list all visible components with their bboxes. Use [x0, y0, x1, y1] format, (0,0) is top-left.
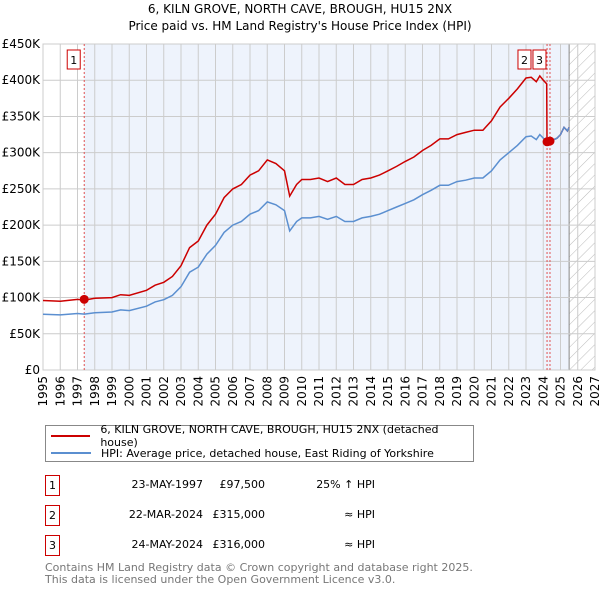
footer-licence: This data is licensed under the Open Gov…: [45, 573, 396, 586]
legend-label: 6, KILN GROVE, NORTH CAVE, BROUGH, HU15 …: [100, 423, 439, 449]
y-tick-label: £100K: [2, 291, 42, 305]
x-tick-label: 2024: [536, 376, 550, 407]
forecast-hatch: [569, 44, 595, 370]
x-tick-label: 1997: [71, 376, 85, 407]
y-tick-label: £150K: [2, 254, 42, 268]
x-tick-label: 2013: [347, 376, 361, 407]
legend-item-hpi: HPI: Average price, detached house, East…: [46, 445, 434, 461]
x-tick-label: 2017: [416, 376, 430, 407]
marker-box-3: [532, 49, 547, 70]
x-tick-label: 2006: [226, 376, 240, 407]
transaction-hpi: ≈ HPI: [344, 538, 375, 551]
y-tick-label: £0: [25, 363, 40, 377]
y-tick-label: £250K: [2, 182, 42, 196]
sale-point-1: [79, 294, 89, 304]
transaction-row: 3 24-MAY-2024 £316,000 ≈ HPI: [45, 535, 375, 556]
y-tick-label: £200K: [2, 218, 42, 232]
x-tick-label: 2014: [364, 376, 378, 407]
x-tick-label: 1996: [53, 376, 67, 407]
legend-swatch-red: [51, 435, 91, 437]
price-paid-line: [42, 74, 570, 302]
transaction-number: 3: [45, 535, 60, 556]
chart-subtitle: Price paid vs. HM Land Registry's House …: [128, 19, 471, 33]
y-tick-label: £350K: [2, 109, 42, 123]
sale-point-3: [545, 136, 555, 146]
x-tick-label: 2004: [191, 376, 205, 407]
transaction-price: £316,000: [212, 538, 266, 551]
transaction-row: 1 23-MAY-1997 £97,500 25% ↑ HPI: [45, 475, 375, 496]
x-tick-label: 2000: [122, 376, 136, 407]
x-tick-label: 2018: [433, 376, 447, 407]
x-tick-label: 2005: [209, 376, 223, 407]
x-tick-label: 2027: [588, 376, 600, 407]
transaction-number: 2: [45, 505, 60, 526]
transaction-date: 23-MAY-1997: [131, 478, 203, 491]
x-tick-label: 2012: [329, 376, 343, 407]
marker-label-2: 2: [521, 54, 528, 67]
x-tick-label: 2001: [140, 376, 154, 407]
transaction-row: 2 22-MAR-2024 £315,000 ≈ HPI: [45, 505, 375, 526]
y-tick-label: £300K: [2, 146, 42, 160]
footer: Contains HM Land Registry data © Crown c…: [45, 562, 473, 586]
transaction-price: £315,000: [212, 508, 266, 521]
transaction-hpi: 25% ↑ HPI: [316, 478, 375, 491]
x-tick-label: 2009: [278, 376, 292, 407]
x-tick-label: 2015: [381, 376, 395, 407]
x-tick-label: 2010: [295, 376, 309, 407]
plot-border: [42, 43, 596, 371]
y-tick-label: £450K: [2, 37, 42, 51]
x-tick-label: 2026: [571, 376, 585, 407]
hpi-line: [42, 125, 570, 316]
y-tick-label: £400K: [2, 73, 42, 87]
transaction-date: 22-MAR-2024: [128, 508, 203, 521]
y-tick-label: £50K: [9, 327, 41, 341]
marker-label-3: 3: [536, 54, 543, 67]
price-chart: 6, KILN GROVE, NORTH CAVE, BROUGH, HU15 …: [2, 2, 600, 407]
x-tick-label: 2022: [502, 376, 516, 407]
x-tick-label: 2019: [450, 376, 464, 407]
x-tick-label: 2007: [243, 376, 257, 407]
chart-title: 6, KILN GROVE, NORTH CAVE, BROUGH, HU15 …: [148, 2, 452, 16]
transaction-price: £97,500: [219, 478, 266, 491]
x-tick-label: 2002: [157, 376, 171, 407]
x-tick-label: 1995: [36, 376, 50, 407]
x-tick-label: 2011: [312, 376, 326, 407]
x-tick-label: 2016: [398, 376, 412, 407]
transaction-hpi: ≈ HPI: [344, 508, 375, 521]
x-tick-label: 2008: [260, 376, 274, 407]
marker-label-1: 1: [70, 54, 77, 67]
legend-item-property: 6, KILN GROVE, NORTH CAVE, BROUGH, HU15 …: [46, 423, 473, 449]
marker-box-1: [66, 49, 81, 70]
marker-box-2: [517, 49, 532, 70]
x-tick-label: 2021: [485, 376, 499, 407]
x-tick-label: 1998: [88, 376, 102, 407]
sold-period-shading: [84, 44, 570, 370]
x-tick-label: 2020: [467, 376, 481, 407]
x-tick-label: 2025: [554, 376, 568, 407]
legend-label: HPI: Average price, detached house, East…: [101, 446, 434, 460]
transaction-date: 24-MAY-2024: [131, 538, 203, 551]
legend: 6, KILN GROVE, NORTH CAVE, BROUGH, HU15 …: [45, 423, 474, 462]
x-tick-label: 2003: [174, 376, 188, 407]
transaction-number: 1: [45, 475, 60, 496]
x-tick-label: 1999: [105, 376, 119, 407]
x-tick-label: 2023: [519, 376, 533, 407]
footer-copyright: Contains HM Land Registry data © Crown c…: [45, 561, 473, 574]
legend-swatch-blue: [51, 452, 91, 454]
